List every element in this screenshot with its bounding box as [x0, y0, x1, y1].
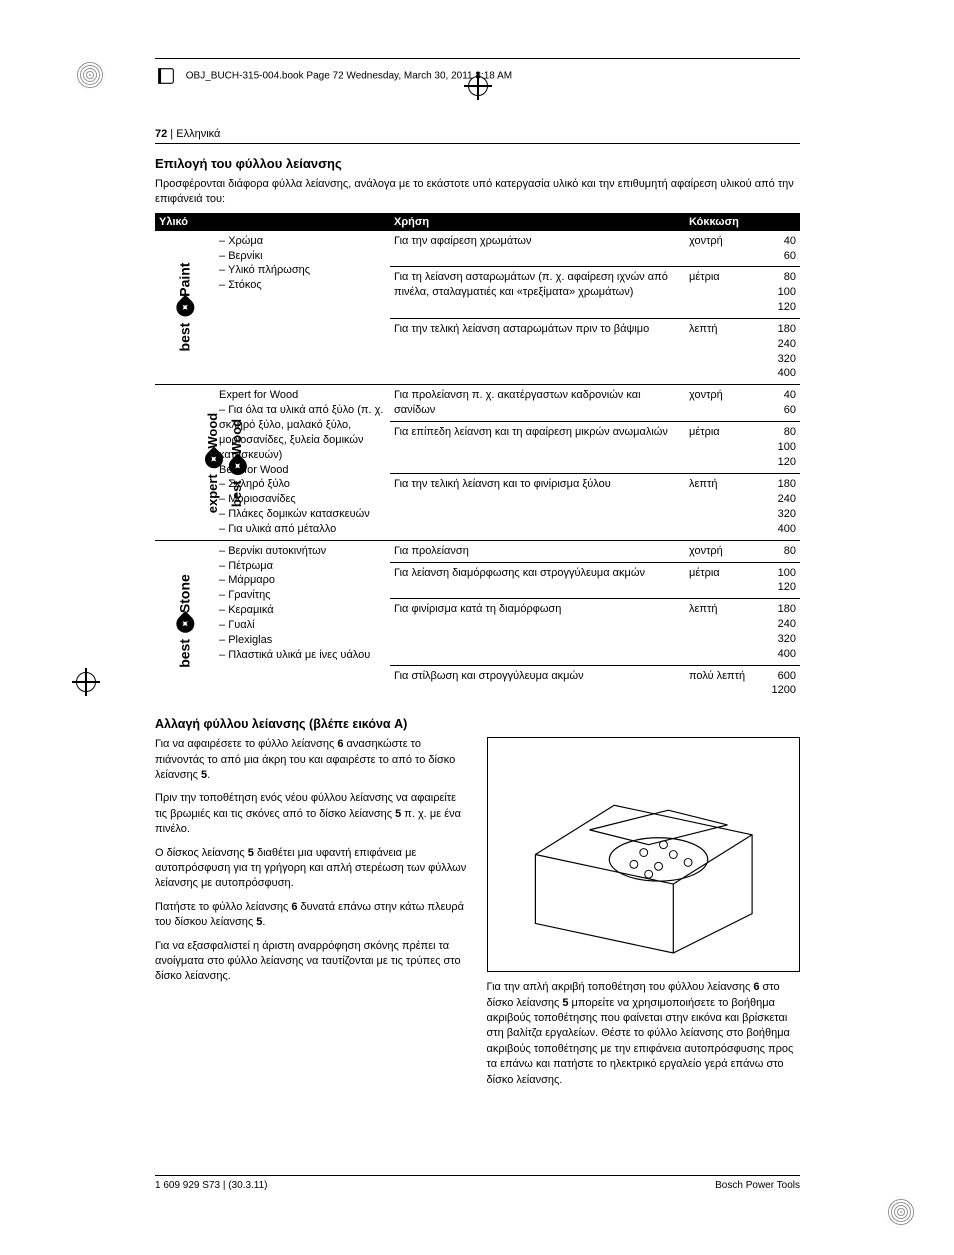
grit-cell: 80 100 120: [755, 422, 800, 474]
grain-cell: πολύ λεπτή: [685, 665, 755, 701]
th-material: Υλικό: [155, 213, 390, 231]
right-column: Για την απλή ακριβή τοποθέτηση του φύλλο…: [487, 737, 801, 1096]
crop-mark-tl: [75, 60, 105, 90]
grit-cell: 600 1200: [755, 665, 800, 701]
left-paragraph: Πριν την τοποθέτηση ενός νέου φύλλου λεί…: [155, 791, 469, 837]
section-title: Επιλογή του φύλλου λείανσης: [155, 156, 800, 171]
alignment-diagram: [487, 737, 801, 972]
usage-cell: Για φινίρισμα κατά τη διαμόρφωση: [390, 599, 685, 665]
running-head-text: OBJ_BUCH-315-004.book Page 72 Wednesday,…: [186, 71, 512, 82]
running-head: OBJ_BUCH-315-004.book Page 72 Wednesday,…: [155, 58, 800, 87]
material-cell: Βερνίκι αυτοκινήτωνΠέτρωμαΜάρμαροΓρανίτη…: [215, 541, 390, 702]
grain-cell: μέτρια: [685, 562, 755, 599]
th-use: Χρήση: [390, 213, 685, 231]
crop-mark-br: [886, 1197, 916, 1227]
grain-cell: λεπτή: [685, 318, 755, 384]
grit-cell: 180 240 320 400: [755, 473, 800, 540]
footer-right: Bosch Power Tools: [715, 1180, 800, 1191]
usage-cell: Για προλείανση π. χ. ακατέργαστων καδρον…: [390, 385, 685, 421]
grit-cell: 180 240 320 400: [755, 599, 800, 665]
grain-cell: μέτρια: [685, 422, 755, 474]
grain-cell: λεπτή: [685, 473, 755, 540]
th-grain: Κόκκωση: [685, 213, 800, 231]
footer-left: 1 609 929 S73 | (30.3.11): [155, 1180, 268, 1191]
grit-cell: 180 240 320 400: [755, 318, 800, 384]
language-label: Ελληνικά: [176, 128, 220, 140]
book-icon: [155, 65, 177, 87]
left-paragraph: Ο δίσκος λείανσης 5 διαθέτει μια υφαντή …: [155, 846, 469, 892]
right-paragraph: Για την απλή ακριβή τοποθέτηση του φύλλο…: [487, 980, 801, 1088]
subheading: Αλλαγή φύλλου λείανσης (βλέπε εικόνα A): [155, 717, 800, 731]
grit-cell: 100 120: [755, 562, 800, 599]
grain-cell: χοντρή: [685, 541, 755, 562]
page-footer: 1 609 929 S73 | (30.3.11) Bosch Power To…: [155, 1175, 800, 1191]
grain-cell: χοντρή: [685, 385, 755, 421]
grit-cell: 40 60: [755, 231, 800, 267]
crop-mark-ml: [72, 668, 100, 696]
category-icon: best ✦Stone: [155, 541, 215, 702]
grit-cell: 80: [755, 541, 800, 562]
left-paragraph: Για να αφαιρέσετε το φύλλο λείανσης 6 αν…: [155, 737, 469, 783]
grit-cell: 80 100 120: [755, 267, 800, 319]
left-paragraph: Για να εξασφαλιστεί η άριστη αναρρόφηση …: [155, 939, 469, 985]
category-icon-outer: expert ✦Woodbest ✦Wood: [155, 385, 215, 540]
left-paragraph: Πατήστε το φύλλο λείανσης 6 δυνατά επάνω…: [155, 900, 469, 931]
grain-cell: λεπτή: [685, 599, 755, 665]
usage-cell: Για λείανση διαμόρφωσης και στρογγύλευμα…: [390, 562, 685, 599]
usage-cell: Για την τελική λείανση και το φινίρισμα …: [390, 473, 685, 540]
material-cell: ΧρώμαΒερνίκιΥλικό πλήρωσηςΣτόκος: [215, 231, 390, 385]
page-header-line: 72 | Ελληνικά: [155, 128, 800, 144]
usage-cell: Για επίπεδη λείανση και τη αφαίρεση μικρ…: [390, 422, 685, 474]
left-column: Για να αφαιρέσετε το φύλλο λείανσης 6 αν…: [155, 737, 469, 1096]
grit-cell: 40 60: [755, 385, 800, 421]
usage-cell: Για τη λείανση ασταρωμάτων (π. χ. αφαίρε…: [390, 267, 685, 319]
usage-cell: Για προλείανση: [390, 541, 685, 562]
usage-cell: Για την αφαίρεση χρωμάτων: [390, 231, 685, 267]
usage-cell: Για την τελική λείανση ασταρωμάτων πριν …: [390, 318, 685, 384]
usage-cell: Για στίλβωση και στρογγύλευμα ακμών: [390, 665, 685, 701]
sanding-table: Υλικό Χρήση Κόκκωση best ✦PaintΧρώμαΒερν…: [155, 213, 800, 702]
grain-cell: μέτρια: [685, 267, 755, 319]
intro-paragraph: Προσφέρονται διάφορα φύλλα λείανσης, ανά…: [155, 177, 800, 207]
grain-cell: χοντρή: [685, 231, 755, 267]
category-icon: best ✦Paint: [155, 231, 215, 385]
page-number: 72: [155, 128, 167, 140]
